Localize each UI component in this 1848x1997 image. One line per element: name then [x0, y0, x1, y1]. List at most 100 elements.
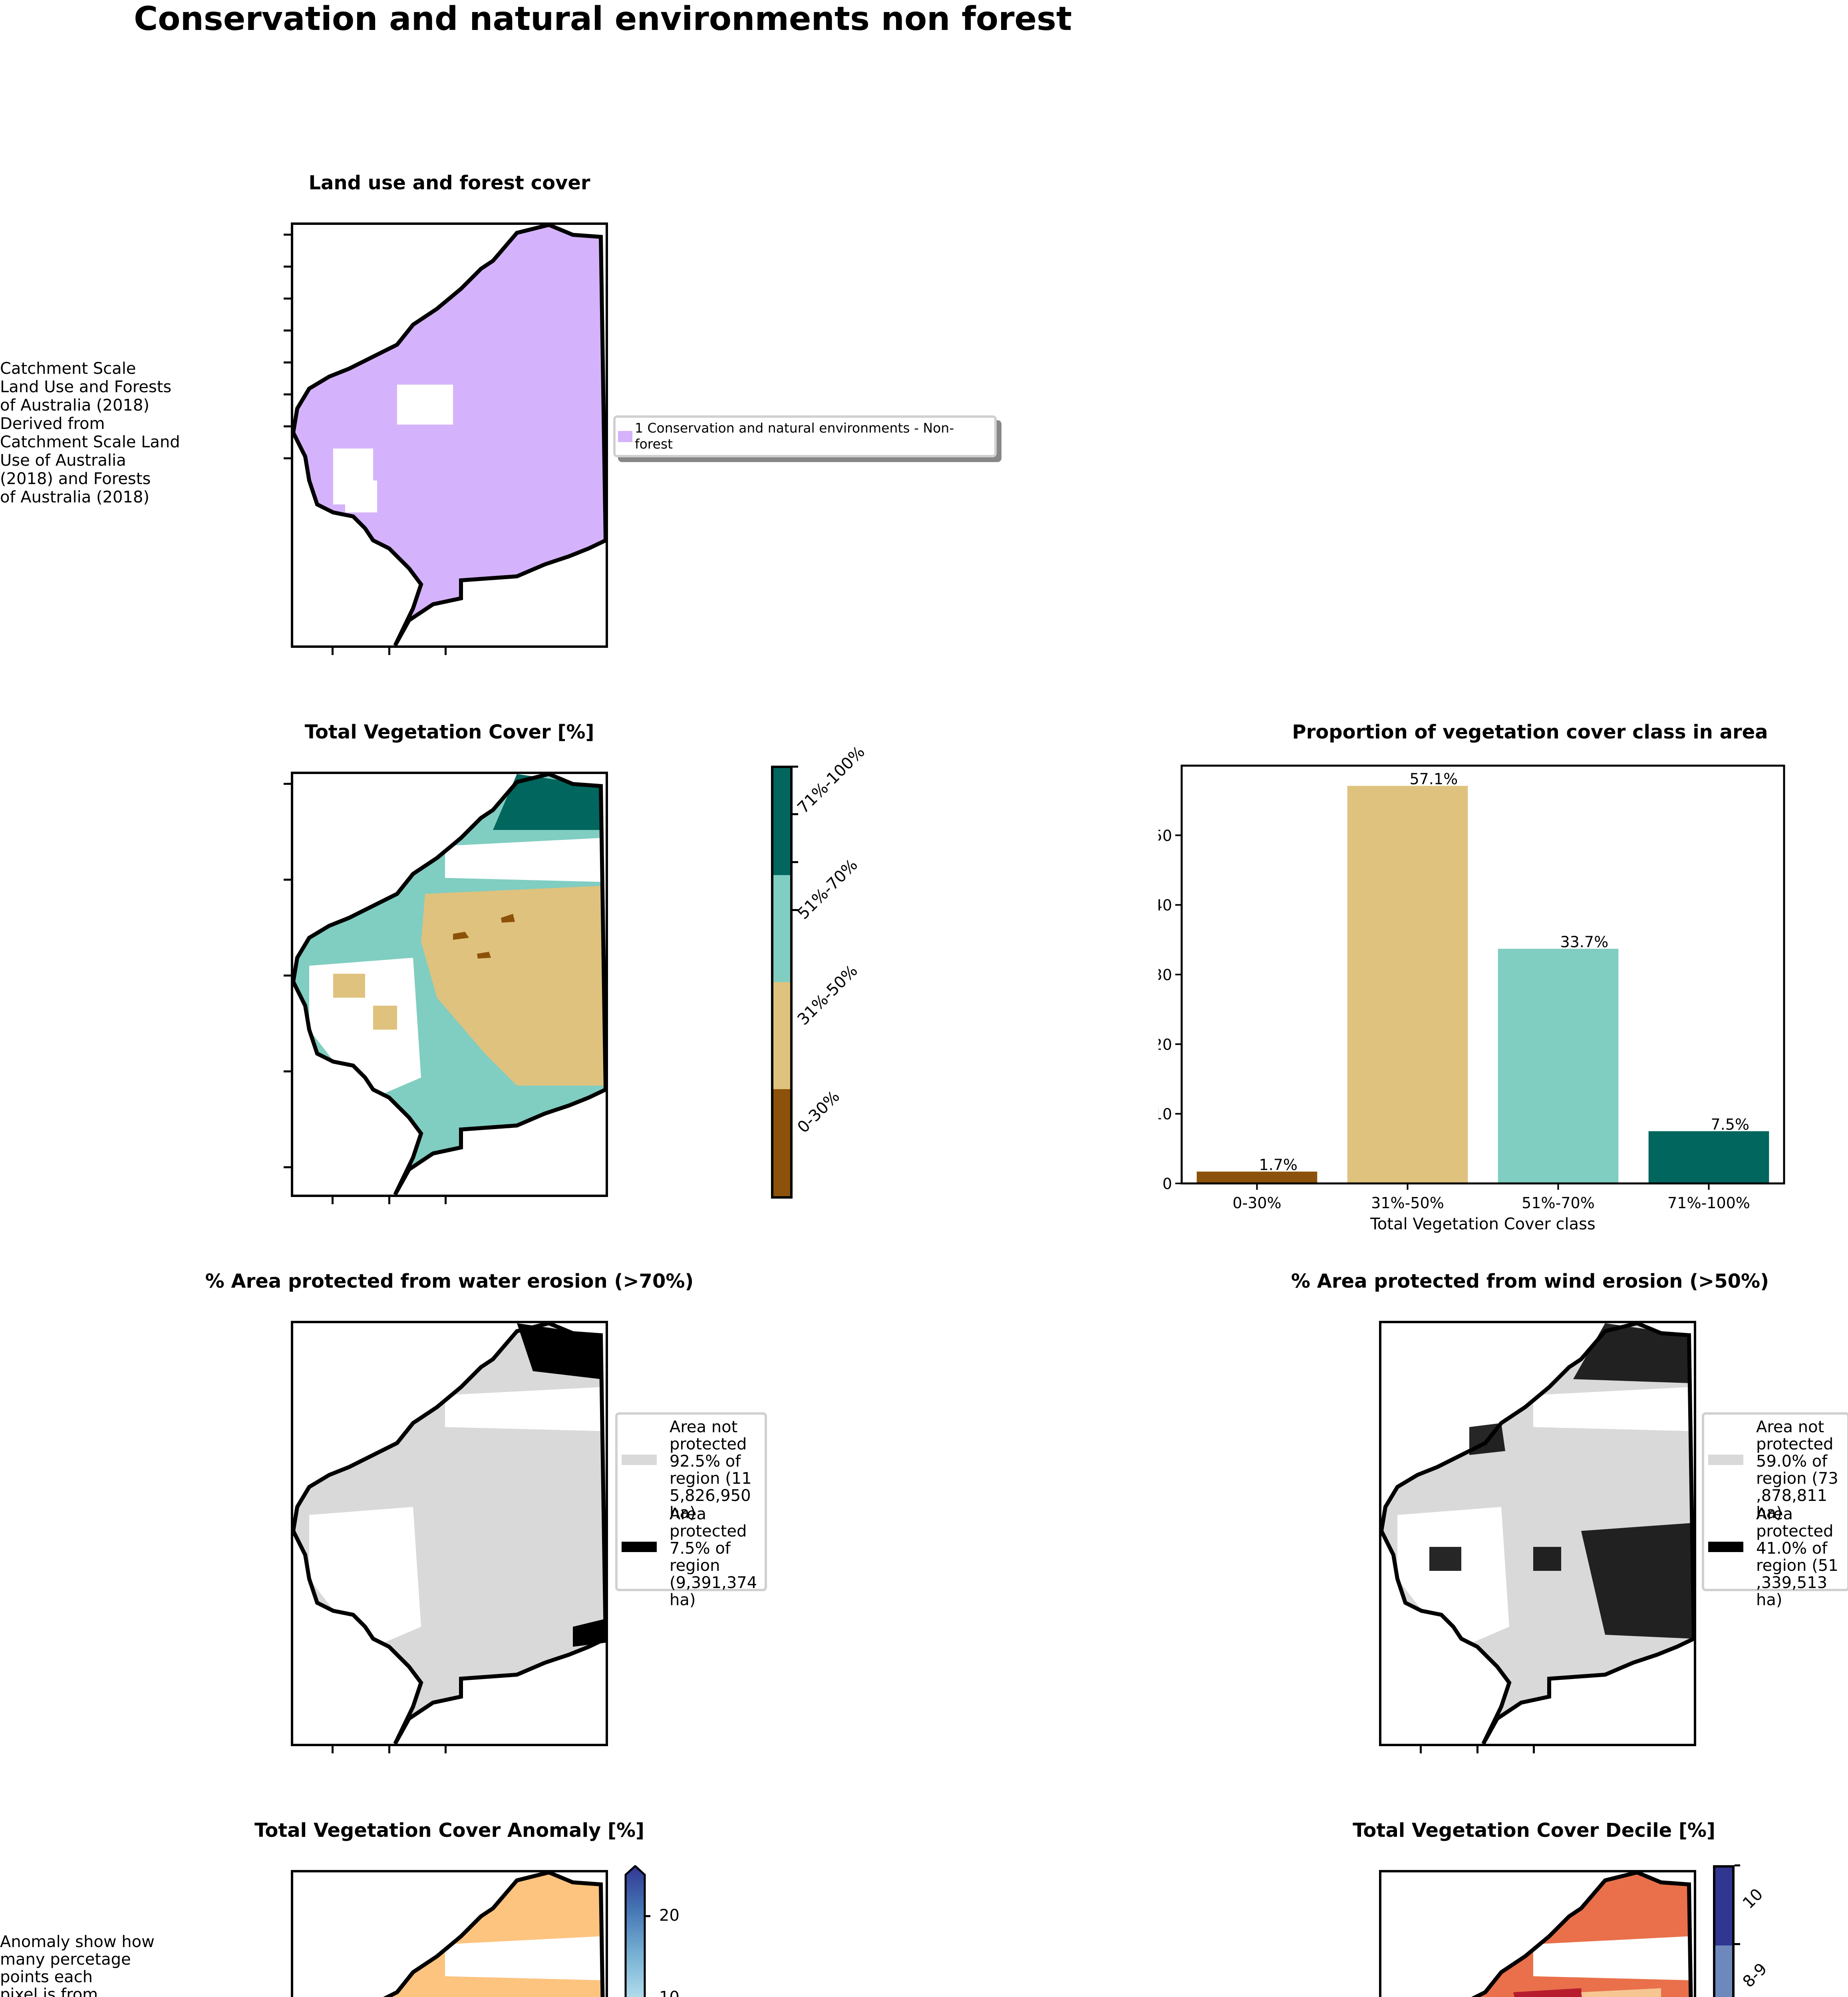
- colorbar-segment: [1715, 1868, 1732, 1946]
- colorbar-segment: [773, 768, 790, 875]
- bar: [1498, 949, 1619, 1183]
- bar-data-label: 1.7%: [1259, 1156, 1298, 1173]
- x-axis-label: Total Vegetation Cover class: [1370, 1215, 1596, 1233]
- legend-label: 1 Conservation and natural environments …: [635, 420, 954, 452]
- x-tick: [332, 1197, 334, 1204]
- legend-label: Area protected 41.0% of region (51 ,339,…: [1756, 1505, 1838, 1609]
- x-tick: [1420, 1746, 1422, 1753]
- water-erosion-title: % Area protected from water erosion (>70…: [205, 1270, 694, 1292]
- x-tick: [1533, 1746, 1535, 1753]
- x-tick-label: 51%-70%: [1522, 1194, 1595, 1212]
- anomaly-colorbar: [624, 1865, 646, 1997]
- y-tick-label: 30: [1158, 966, 1172, 984]
- total-veg-cover-map: [291, 772, 608, 1197]
- colorbar-segment: [773, 1089, 790, 1196]
- x-tick: [388, 1197, 390, 1204]
- y-tick: [284, 266, 291, 268]
- colorbar-tick: [1735, 1864, 1740, 1866]
- land-use-description: Catchment Scale Land Use and Forests of …: [0, 359, 180, 506]
- protected-area: [1429, 1323, 1694, 1639]
- land-use-region: [293, 225, 606, 645]
- water-erosion-map-svg: [293, 1323, 606, 1744]
- wind-erosion-map-svg: [1381, 1323, 1694, 1744]
- total-veg-cover-title: Total Vegetation Cover [%]: [304, 721, 594, 743]
- plot-frame: [1180, 764, 1785, 1185]
- y-tick-label: 0: [1162, 1175, 1172, 1193]
- bar: [1196, 1171, 1317, 1183]
- anomaly-description: Anomaly show how many percetage points e…: [0, 1933, 155, 1997]
- x-tick: [445, 648, 447, 655]
- water-erosion-legend: Area not protected 92.5% of region (11 5…: [615, 1412, 767, 1609]
- colorbar-label: 8-9: [1739, 1959, 1771, 1991]
- x-tick: [445, 1746, 447, 1753]
- y-tick: [284, 783, 291, 785]
- bar-data-label: 7.5%: [1711, 1116, 1750, 1133]
- page-title: Conservation and natural environments no…: [134, 0, 1072, 38]
- x-tick-label: 71%-100%: [1667, 1194, 1750, 1212]
- land-use-map: [291, 222, 608, 648]
- y-tick: [284, 1070, 291, 1072]
- wind-erosion-title: % Area protected from wind erosion (>50%…: [1291, 1270, 1769, 1292]
- legend-swatch: [618, 431, 632, 442]
- wind-erosion-legend: Area not protected 59.0% of region (73 ,…: [1702, 1412, 1848, 1609]
- region-boundary: [1381, 1323, 1694, 1744]
- veg-class-71-100: [493, 774, 601, 830]
- colorbar-segment: [773, 875, 790, 982]
- bar: [1648, 1131, 1769, 1183]
- region-boundary: [293, 774, 606, 1195]
- colorbar-tick-label: 10: [659, 1988, 680, 1997]
- y-tick-label: 20: [1158, 1036, 1172, 1053]
- colorbar-tick: [793, 909, 798, 911]
- x-tick: [1476, 1746, 1478, 1753]
- colorbar-tick: [793, 861, 798, 863]
- colorbar-label: 10: [1739, 1885, 1767, 1912]
- anomaly-title: Total Vegetation Cover Anomaly [%]: [254, 1819, 644, 1842]
- protected-area: [517, 1323, 606, 1647]
- colorbar-segment: [773, 982, 790, 1089]
- bar: [1347, 786, 1468, 1183]
- colorbar-tick: [793, 766, 798, 768]
- colorbar-segment: [1715, 1945, 1732, 1997]
- x-tick: [388, 648, 390, 655]
- legend-swatch-protected: [622, 1542, 657, 1552]
- y-tick: [284, 298, 291, 300]
- decile-description: Deciles show where the pixel value lies …: [922, 1995, 1162, 1997]
- region-boundary: [1471, 1872, 1693, 1997]
- land-use-title: Land use and forest cover: [308, 172, 590, 194]
- veg-cover-colorbar: [771, 766, 793, 1199]
- colorbar-label: 0-30%: [794, 1087, 844, 1137]
- y-tick-label: 10: [1158, 1106, 1172, 1123]
- water-erosion-map: [291, 1321, 608, 1746]
- colorbar-tick: [645, 1915, 650, 1917]
- land-use-map-svg: [293, 225, 606, 645]
- legend-label: Area not protected 92.5% of region (11 5…: [670, 1418, 752, 1522]
- x-tick-label: 31%-50%: [1371, 1194, 1444, 1212]
- y-tick: [284, 425, 291, 427]
- y-tick: [284, 393, 291, 395]
- x-tick: [332, 1746, 334, 1753]
- colorbar-label: 31%-50%: [794, 961, 861, 1029]
- bar-data-label: 33.7%: [1560, 933, 1609, 951]
- legend-swatch-not-protected: [1708, 1455, 1743, 1465]
- colorbar-label: 71%-100%: [794, 742, 868, 817]
- decile-map-svg: [1471, 1872, 1693, 1997]
- decile-title: Total Vegetation Cover Decile [%]: [1353, 1819, 1715, 1842]
- anomaly-map: [291, 1870, 608, 1997]
- decile-map: [1379, 1870, 1696, 1997]
- legend-label: Area protected 7.5% of region (9,391,374…: [670, 1505, 757, 1609]
- anomaly-map-svg: [383, 1872, 605, 1997]
- colorbar-tick: [793, 813, 798, 815]
- region-boundary: [293, 1323, 606, 1744]
- total-veg-cover-map-svg: [293, 774, 606, 1195]
- colorbar-label: 51%-70%: [794, 856, 861, 923]
- x-tick: [332, 648, 334, 655]
- y-tick: [284, 879, 291, 881]
- region-boundary: [383, 1872, 605, 1997]
- x-tick: [388, 1746, 390, 1753]
- colorbar-tick: [1735, 1943, 1740, 1945]
- anomaly-colorbar-gradient: [624, 1865, 646, 1997]
- decile-colorbar: [1713, 1865, 1735, 1997]
- bar-data-label: 57.1%: [1410, 770, 1458, 788]
- bar-chart-title: Proportion of vegetation cover class in …: [1292, 721, 1768, 743]
- legend-swatch-not-protected: [622, 1455, 657, 1465]
